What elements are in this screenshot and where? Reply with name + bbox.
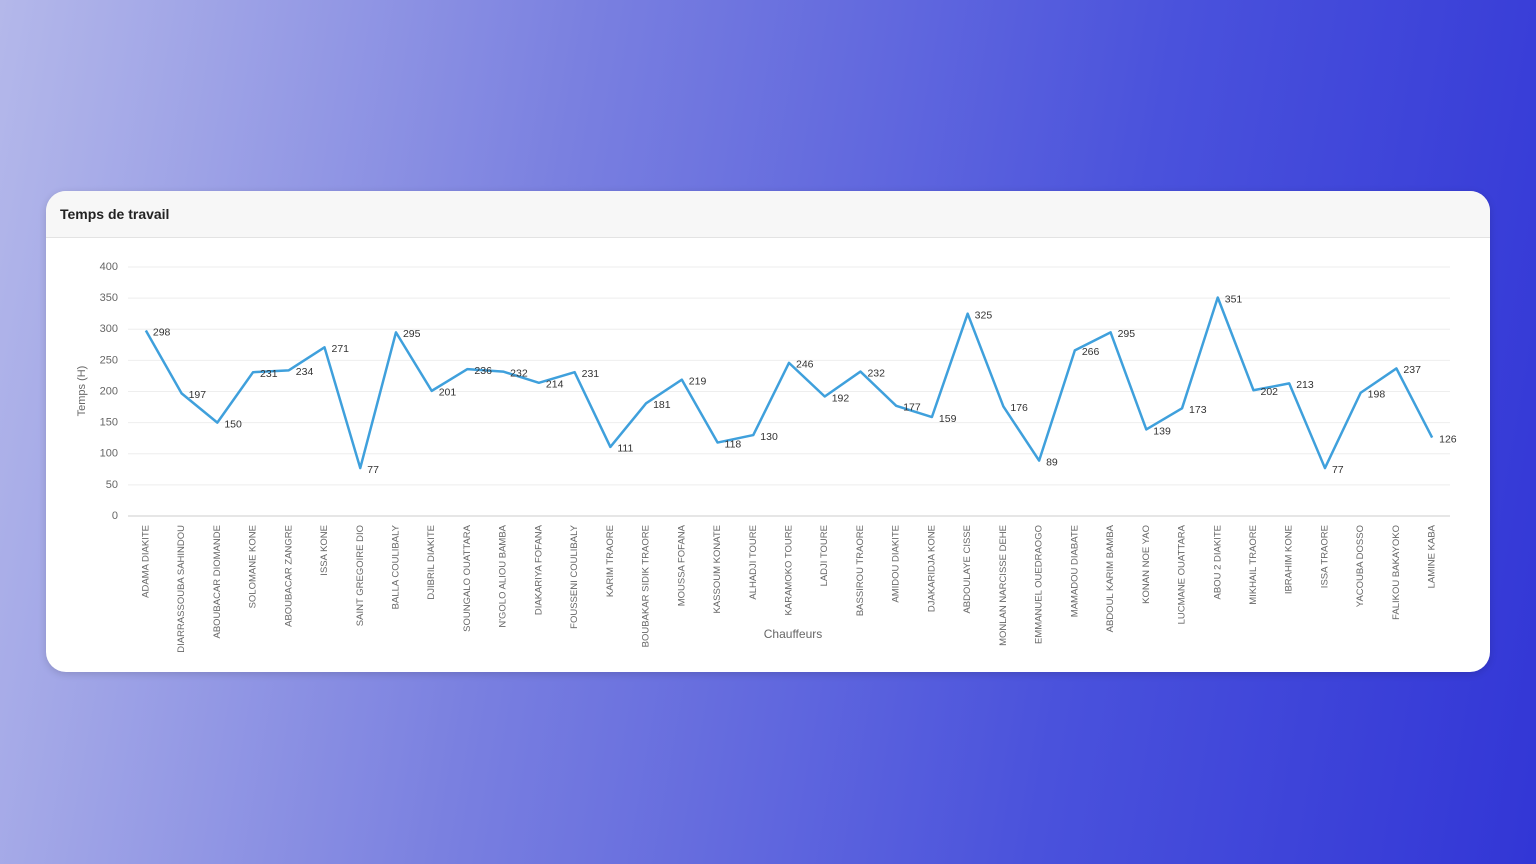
x-tick-label: ADAMA DIAKITE: [140, 525, 151, 598]
y-tick-label: 100: [100, 448, 118, 460]
data-label: 197: [189, 389, 207, 401]
y-tick-label: 250: [100, 354, 118, 366]
x-tick-label: ABOUBACAR ZANGRE: [283, 525, 294, 627]
data-label: 232: [510, 367, 528, 379]
data-label: 266: [1082, 346, 1100, 358]
chart: Chauffeurs Temps (H) 0 50 100 150 200 250 300 3…: [76, 261, 1457, 653]
x-axis-title: Chauffeurs: [764, 627, 822, 641]
y-tick-label: 50: [106, 479, 118, 491]
data-label: 295: [403, 328, 421, 340]
data-label: 177: [903, 402, 921, 414]
x-tick-label: LAMINE KABA: [1427, 524, 1438, 588]
x-tick-label: KASSOUM KONATE: [712, 525, 723, 614]
y-tick-label: 0: [112, 510, 118, 522]
x-tick-label: SAINT GREGOIRE DIO: [355, 525, 366, 626]
data-label: 201: [439, 387, 457, 399]
x-tick-label: SOLOMANE KONE: [248, 525, 259, 608]
data-label: 77: [1332, 464, 1344, 476]
data-label: 181: [653, 399, 671, 411]
data-label: 111: [617, 443, 633, 455]
x-tick-label: KARIM TRAORE: [605, 525, 616, 597]
x-tick-label: MOUSSA FOFANA: [676, 524, 687, 606]
data-label: 214: [546, 379, 564, 391]
data-label: 173: [1189, 404, 1207, 416]
x-tick-label: ABOU 2 DIAKITE: [1212, 525, 1223, 599]
x-tick-label: ABDOULAYE CISSE: [962, 525, 973, 614]
data-label: 150: [224, 418, 242, 430]
x-tick-label: IBRAHIM KONE: [1284, 525, 1295, 594]
x-tick-label: FOUSSENI COULIBALY: [569, 524, 580, 628]
data-label: 295: [1118, 328, 1136, 340]
data-label: 192: [832, 392, 850, 404]
data-label: 237: [1403, 364, 1421, 376]
data-label: 219: [689, 375, 707, 387]
y-axis-title: Temps (H): [76, 366, 88, 417]
x-tick-label: ABOUBACAR DIOMANDE: [212, 525, 223, 639]
data-line: [144, 296, 1434, 470]
x-tick-label: EMMANUEL OUEDRAOGO: [1034, 525, 1045, 644]
y-tick-label: 200: [100, 385, 118, 397]
data-label: 126: [1439, 433, 1457, 445]
data-label: 139: [1153, 425, 1171, 437]
x-tick-label: ALHADJI TOURE: [748, 525, 759, 600]
data-label: 159: [939, 413, 957, 425]
x-tick-label: YACOUBA DOSSO: [1355, 525, 1366, 607]
y-tick-label: 300: [100, 323, 118, 335]
data-label: 246: [796, 359, 814, 371]
x-tick-label: ABDOUL KARIM BAMBA: [1105, 524, 1116, 632]
data-label: 213: [1296, 379, 1314, 391]
data-label: 325: [975, 309, 993, 321]
data-label: 234: [296, 366, 314, 378]
data-label: 118: [725, 438, 742, 450]
data-label: 236: [474, 365, 492, 377]
card-title: Temps de travail: [46, 191, 1490, 238]
x-tick-label: DIARRASSOUBA SAHINDOU: [176, 525, 187, 653]
data-label: 231: [582, 368, 600, 380]
data-label: 232: [867, 367, 885, 379]
x-tick-label: DJIBRIL DIAKITE: [426, 525, 437, 600]
x-tick-label: MAMADOU DIABATE: [1069, 525, 1080, 617]
x-tick-label: KARAMOKO TOURE: [784, 525, 795, 615]
data-label: 271: [332, 343, 350, 355]
x-tick-label: BALLA COULIBALY: [390, 524, 401, 609]
x-tick-label: AMIDOU DIAKITE: [891, 525, 902, 603]
x-tick-label: MIKHAIL TRAORE: [1248, 525, 1259, 605]
x-tick-label: N'GOLO ALIOU BAMBA: [498, 524, 509, 627]
x-tick-label: LADJI TOURE: [819, 525, 830, 586]
data-label: 298: [153, 326, 171, 338]
x-tick-label: BASSIROU TRAORE: [855, 525, 866, 616]
x-tick-label: ISSA TRAORE: [1319, 525, 1330, 588]
x-tick-label: KONAN NOE YAO: [1141, 525, 1152, 604]
x-tick-label: BOUBAKAR SIDIK TRAORE: [641, 525, 652, 647]
x-tick-label: ISSA KONE: [319, 525, 330, 576]
x-tick-label: SOUNGALO OUATTARA: [462, 524, 473, 631]
x-tick-label: DJAKARIDJA KONE: [926, 525, 937, 612]
y-tick-label: 400: [100, 261, 118, 273]
data-label: 89: [1046, 456, 1058, 468]
data-label: 77: [367, 464, 379, 476]
data-label: 351: [1225, 293, 1243, 305]
y-tick-label: 150: [100, 417, 118, 429]
chart-card: Temps de travail Chauffeurs Temps (H) 0 5…: [46, 191, 1490, 672]
data-label: 130: [760, 431, 778, 443]
data-label: 176: [1010, 402, 1028, 414]
y-tick-label: 350: [100, 292, 118, 304]
x-tick-label: LUCMANE OUATTARA: [1177, 524, 1188, 624]
data-label: 202: [1260, 386, 1278, 398]
data-label: 231: [260, 368, 278, 380]
x-tick-label: MONLAN NARCISSE DEHE: [998, 525, 1009, 646]
x-tick-label: FALIKOU BAKAYOKO: [1391, 525, 1402, 620]
x-tick-label: DIAKARIYA FOFANA: [533, 524, 544, 615]
data-label: 198: [1368, 389, 1386, 401]
